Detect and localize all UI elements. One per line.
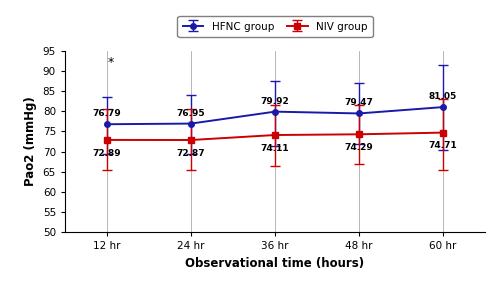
Text: 79.92: 79.92 bbox=[260, 97, 290, 106]
Legend: HFNC group, NIV group: HFNC group, NIV group bbox=[178, 16, 372, 37]
Text: 74.71: 74.71 bbox=[428, 142, 458, 151]
Text: 72.89: 72.89 bbox=[92, 149, 122, 158]
Text: 76.79: 76.79 bbox=[92, 109, 122, 118]
Text: 81.05: 81.05 bbox=[429, 92, 457, 101]
Text: 74.11: 74.11 bbox=[260, 144, 290, 153]
Y-axis label: Pao2 (mmHg): Pao2 (mmHg) bbox=[24, 97, 37, 186]
Text: 79.47: 79.47 bbox=[344, 98, 374, 108]
Text: 76.95: 76.95 bbox=[176, 109, 206, 117]
Text: 74.29: 74.29 bbox=[344, 143, 374, 152]
X-axis label: Observational time (hours): Observational time (hours) bbox=[186, 257, 364, 270]
Text: *: * bbox=[108, 56, 114, 69]
Text: 72.87: 72.87 bbox=[176, 149, 206, 158]
